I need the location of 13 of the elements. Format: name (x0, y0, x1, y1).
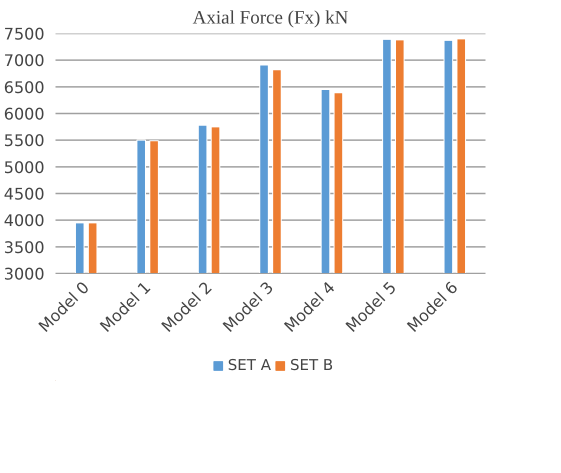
y-tick-label: 4000 (4, 211, 44, 230)
y-tick-label: 5000 (4, 158, 44, 177)
legend-label: SET B (290, 356, 334, 374)
y-tick-label: 3500 (4, 238, 44, 257)
y-tick-label: 7500 (4, 24, 44, 44)
y-tick-label: 6000 (4, 104, 44, 124)
y-tick-label: 3000 (4, 264, 44, 284)
y-tick-label: 7000 (4, 51, 44, 70)
y-tick-label: 6500 (4, 78, 44, 97)
y-tick-label: 5500 (4, 131, 44, 150)
y-tick-label: 4500 (4, 184, 44, 204)
legend-label: SET A (228, 356, 271, 374)
chart-title: Axial Force (Fx) kN (192, 8, 349, 28)
